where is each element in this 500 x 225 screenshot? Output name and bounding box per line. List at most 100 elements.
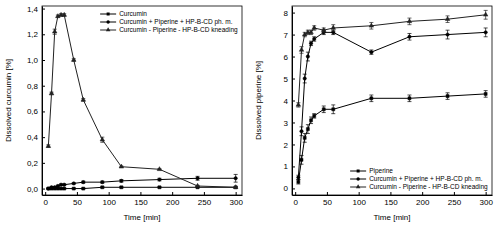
x-tick: 100 — [352, 192, 366, 207]
x-tick-label: 150 — [134, 198, 148, 207]
y-tick-label: 0 — [284, 184, 289, 193]
error-bar-stem — [73, 188, 74, 190]
error-bar-stem — [121, 187, 122, 188]
error-bar — [331, 25, 335, 32]
y-tick-mark — [42, 137, 45, 138]
y-tick-label: 1,4 — [27, 5, 39, 14]
error-bar — [157, 178, 161, 181]
error-bar — [446, 93, 450, 100]
data-point — [62, 12, 67, 16]
data-point — [158, 178, 161, 181]
error-bar-stem — [61, 188, 62, 190]
data-point — [309, 42, 312, 45]
y-tick-label: 5 — [284, 75, 289, 84]
data-point — [60, 187, 63, 190]
y-tick-mark — [292, 166, 295, 167]
error-bar-cap — [303, 82, 307, 83]
error-bar — [484, 28, 488, 37]
x-tick: 200 — [166, 192, 180, 207]
y-tick-mark — [42, 86, 45, 87]
series — [46, 174, 237, 190]
data-point — [47, 187, 50, 190]
y-tick: 1,4 — [27, 5, 45, 14]
series — [46, 12, 238, 188]
data-point — [310, 119, 313, 122]
data-point — [313, 37, 316, 40]
series-line — [298, 94, 485, 182]
series-line — [298, 15, 485, 105]
y-tick-mark — [292, 79, 295, 80]
data-point — [369, 23, 374, 27]
x-tick-mark — [359, 192, 360, 195]
error-bar — [81, 188, 85, 190]
y-tick: 6 — [284, 53, 295, 62]
error-bar-cap — [484, 19, 488, 20]
error-bar-cap — [446, 92, 450, 93]
error-bar-cap — [407, 101, 411, 102]
legend-marker — [357, 170, 360, 173]
data-point — [100, 137, 105, 141]
data-point — [297, 180, 300, 183]
error-bar-cap — [322, 112, 326, 113]
error-bar — [407, 95, 411, 102]
data-point — [63, 187, 66, 190]
data-point — [321, 28, 326, 32]
legend-label: Curcumin — [119, 10, 147, 17]
y-tick-mark — [292, 35, 295, 36]
x-tick: 150 — [384, 192, 398, 207]
error-bar — [72, 188, 76, 190]
x-axis-line — [293, 195, 493, 196]
x-tick: 200 — [416, 192, 430, 207]
error-bar — [303, 74, 307, 83]
data-point — [50, 186, 53, 189]
legend-item: Piperine — [350, 167, 393, 175]
error-bar — [306, 125, 310, 134]
data-point — [446, 95, 449, 98]
x-tick-mark — [204, 192, 205, 195]
error-bar-cap — [100, 142, 104, 143]
error-bar-cap — [407, 95, 411, 96]
error-bar-cap — [306, 124, 310, 125]
legend-label: Curcumin + Piperine + HP-B-CD ph. m. — [369, 175, 483, 183]
error-bar-cap — [322, 32, 326, 33]
error-bar-cap — [446, 22, 450, 23]
y-tick: 5 — [284, 75, 295, 84]
data-point — [52, 29, 57, 33]
figure: 0501001502002503000,00,20,40,60,81,01,21… — [0, 0, 500, 225]
y-tick: 1 — [284, 162, 295, 171]
data-point — [71, 57, 76, 61]
x-tick-label: 200 — [416, 198, 430, 207]
error-bar — [296, 175, 300, 179]
data-point — [297, 176, 300, 179]
error-bar-stem — [102, 187, 103, 188]
x-tick-mark — [140, 192, 141, 195]
error-bar-cap — [484, 97, 488, 98]
y-tick: 2 — [284, 141, 295, 150]
error-bar-cap — [309, 34, 313, 35]
data-point — [82, 187, 85, 190]
error-bar-cap — [303, 36, 307, 37]
y-tick-label: 3 — [284, 119, 289, 128]
legend-swatch — [100, 14, 116, 15]
y-tick-label: 2 — [284, 141, 289, 150]
x-tick-label: 250 — [448, 198, 462, 207]
error-bar — [119, 180, 123, 183]
y-tick-label: 1,0 — [27, 56, 39, 65]
error-bar-cap — [446, 38, 450, 39]
error-bar-cap — [306, 52, 310, 53]
y-tick-mark — [42, 34, 45, 35]
y-tick: 0,4 — [27, 133, 45, 142]
series-line — [48, 178, 235, 188]
error-bar-cap — [309, 116, 313, 117]
error-bar-cap — [407, 40, 411, 41]
data-point — [82, 180, 85, 183]
error-bar-cap — [484, 27, 488, 28]
y-tick-label: 7 — [284, 31, 289, 40]
y-tick-label: 0,2 — [27, 159, 39, 168]
y-tick: 0 — [284, 184, 295, 193]
error-bar — [300, 127, 304, 136]
error-bar-cap — [312, 113, 316, 114]
x-tick: 300 — [229, 192, 243, 207]
series — [296, 10, 488, 107]
legend-item: Curcumin — [100, 10, 147, 17]
